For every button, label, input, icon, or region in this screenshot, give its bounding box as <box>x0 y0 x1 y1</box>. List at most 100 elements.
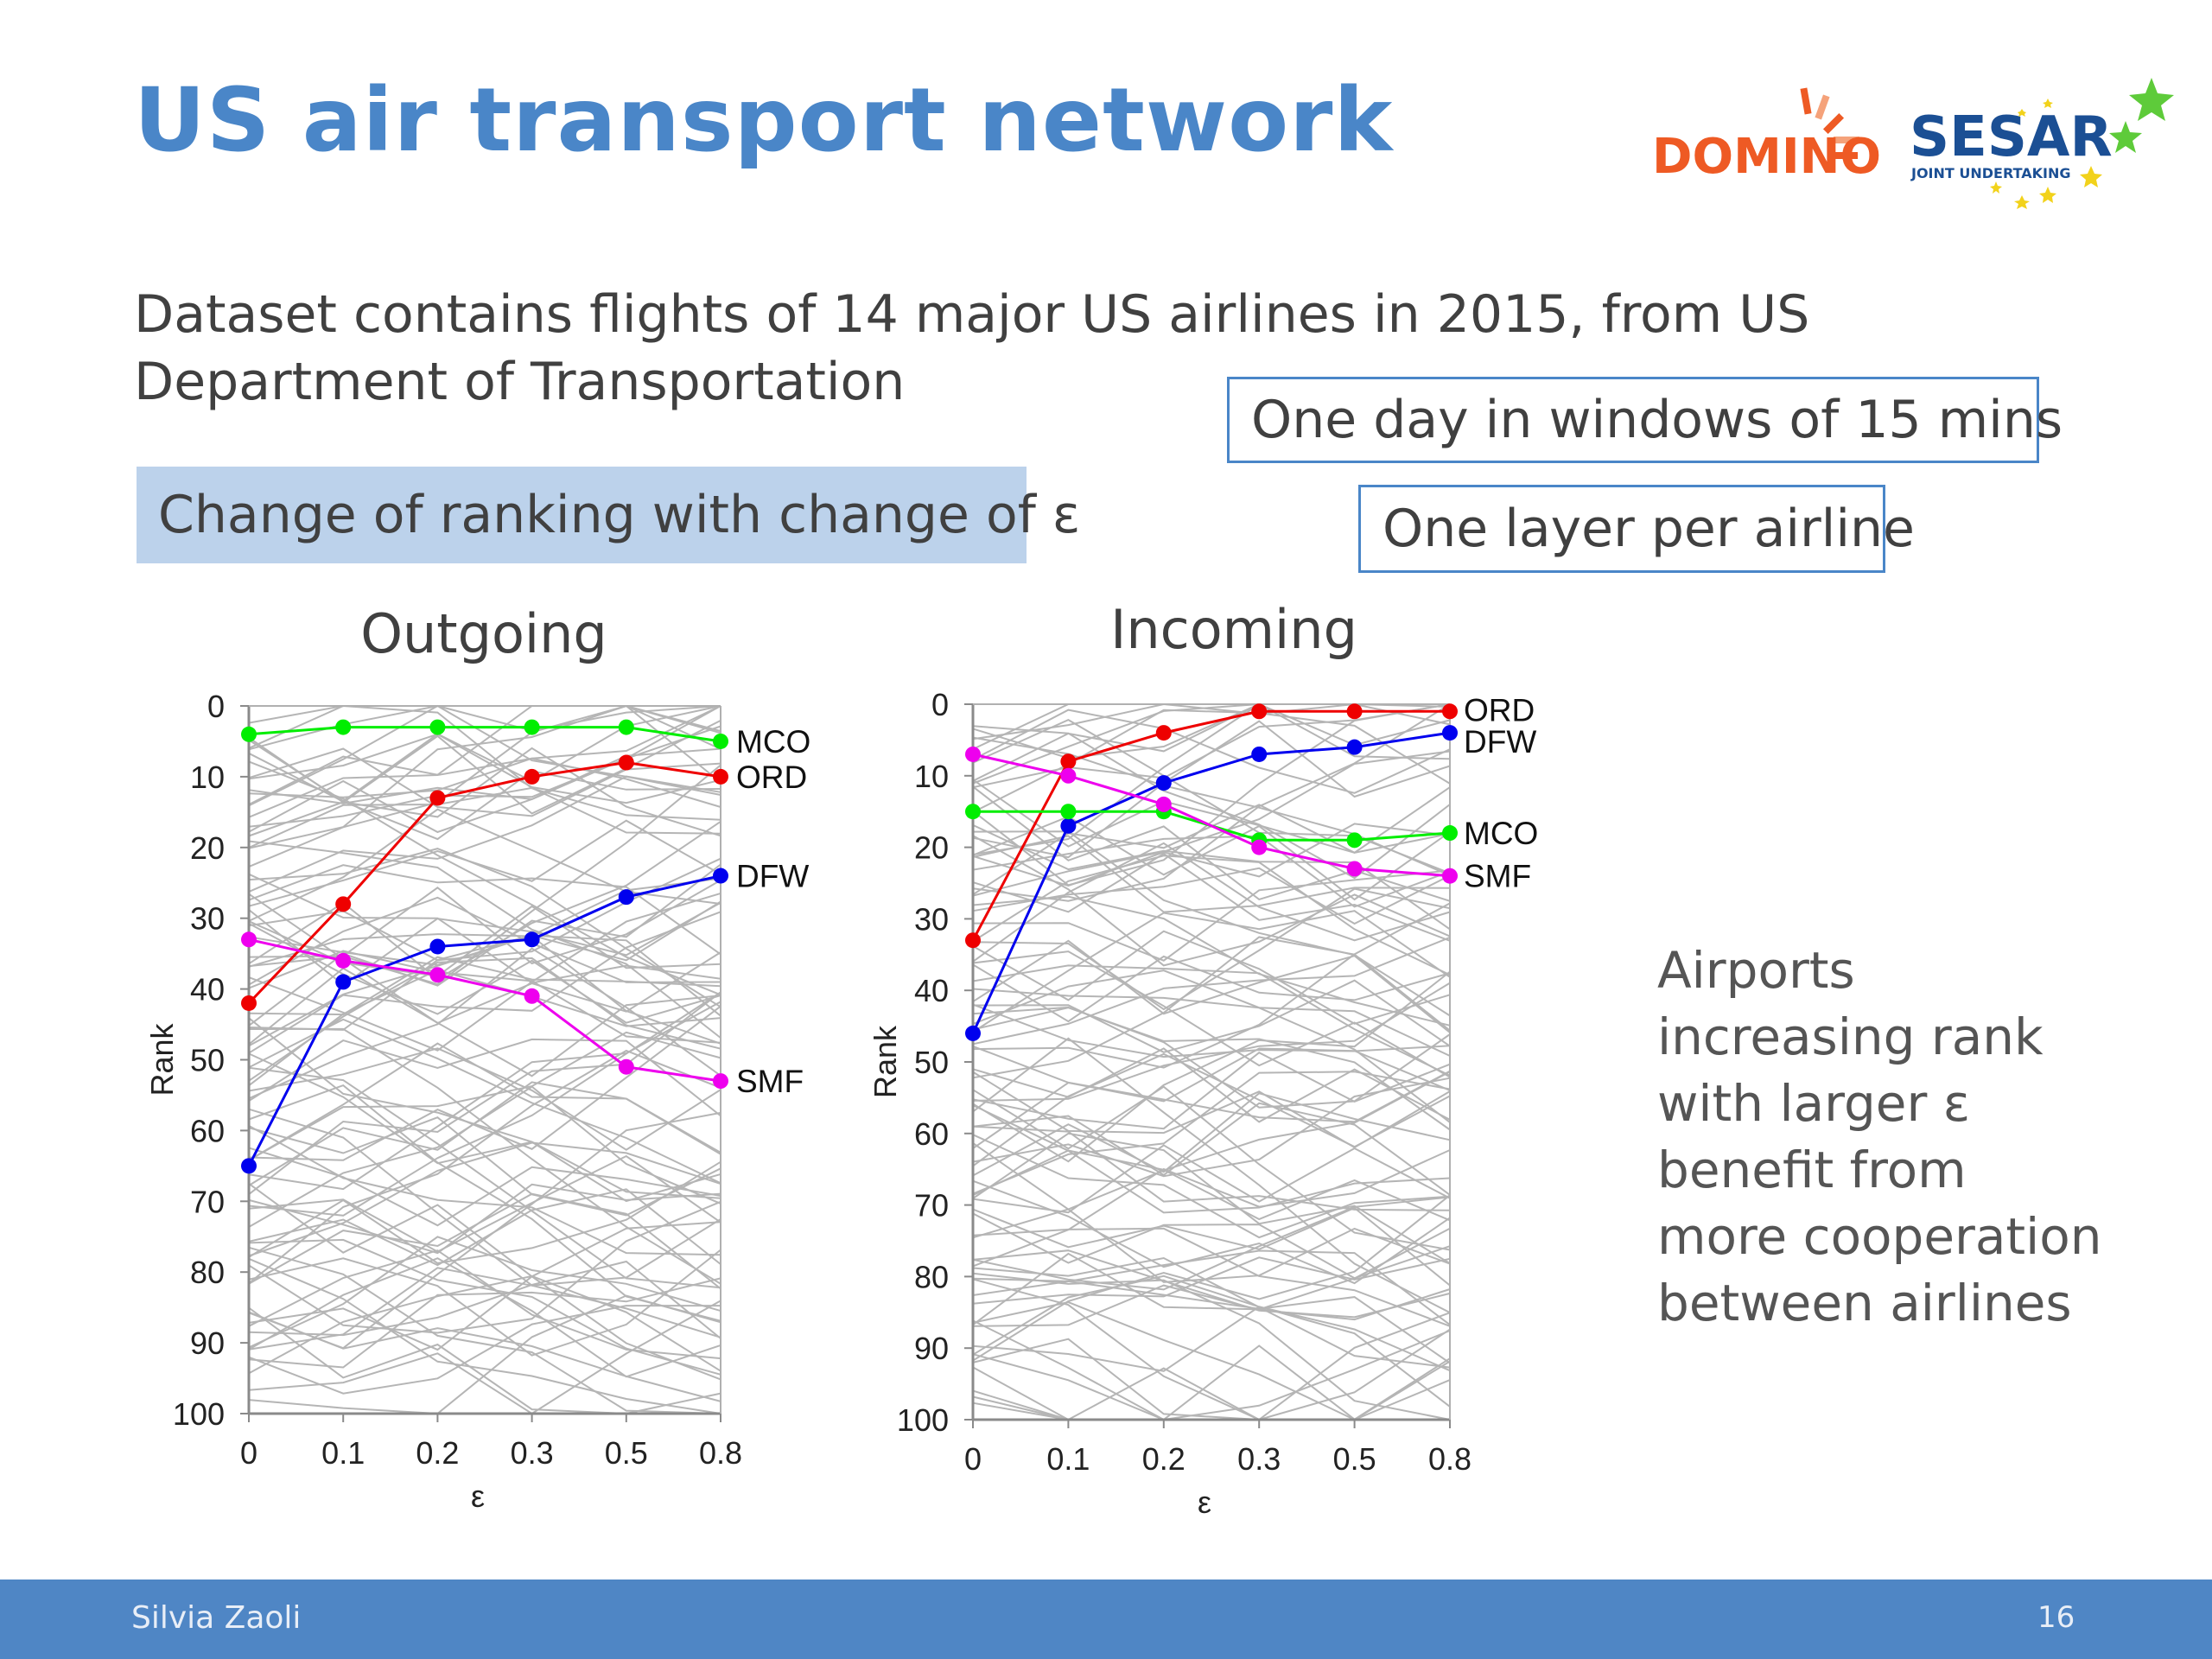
background-rank-line <box>248 705 721 803</box>
series-line <box>971 709 1450 941</box>
sesar-logo: SESAR JOINT UNDERTAKING <box>1910 78 2174 209</box>
y-tick-label: 10 <box>190 760 225 795</box>
data-point <box>524 768 540 785</box>
background-rank-line <box>248 1160 721 1264</box>
background-rank-line <box>972 1104 1451 1214</box>
background-rank-line <box>972 1353 1451 1421</box>
chart-title: Outgoing <box>360 602 607 665</box>
background-rank-line <box>248 1218 721 1351</box>
background-rank-line <box>972 936 1451 1046</box>
background-rank-line <box>248 1306 721 1415</box>
x-tick-label: 0.5 <box>1333 1441 1376 1477</box>
y-tick-label: 80 <box>190 1255 225 1290</box>
series-dfw: DFW <box>965 724 1536 1041</box>
x-tick-label: 0.1 <box>1046 1441 1090 1477</box>
background-rank-line <box>248 1017 721 1203</box>
background-rank-line <box>972 1301 1450 1421</box>
series-label: SMF <box>736 1064 804 1099</box>
background-rank-line <box>972 1227 1451 1326</box>
background-rank-line <box>972 1071 1451 1195</box>
y-tick-label: 50 <box>190 1043 225 1078</box>
background-rank-line <box>972 1125 1451 1211</box>
background-rank-line <box>972 1134 1451 1239</box>
series-ord: ORD <box>965 692 1535 949</box>
background-rank-line <box>248 848 721 1008</box>
background-rank-line <box>972 1144 1451 1214</box>
footer-author: Silvia Zaoli <box>131 1600 302 1636</box>
data-point <box>618 1058 634 1075</box>
x-tick-label: 0 <box>964 1441 982 1477</box>
series-dfw: DFW <box>241 859 809 1174</box>
background-rank-line <box>972 703 1451 902</box>
x-tick-label: 0.1 <box>321 1435 365 1471</box>
series-label: MCO <box>1464 816 1538 851</box>
background-rank-line <box>972 964 1451 1077</box>
data-point <box>618 754 634 771</box>
background-rank-line <box>248 747 721 834</box>
series-line <box>972 753 1451 878</box>
background-rank-line <box>972 785 1451 902</box>
background-rank-line <box>248 704 721 868</box>
background-rank-line <box>248 991 721 1217</box>
background-rank-line <box>248 1141 721 1257</box>
background-rank-line <box>972 702 1451 785</box>
background-rank-line <box>972 930 1451 1025</box>
sesar-subtitle: JOINT UNDERTAKING <box>1910 165 2071 181</box>
data-point <box>524 719 540 735</box>
background-rank-line <box>248 1192 721 1290</box>
background-rank-line <box>972 1256 1451 1369</box>
background-rank-line <box>248 969 721 1087</box>
background-rank-line <box>972 867 1451 925</box>
chart-1: Incoming 0 10 20 30 40 50 60 70 80 90 100 0 0.1 0.2 0.3… <box>868 598 1538 1520</box>
background-rank-line <box>248 819 721 907</box>
data-point <box>1155 796 1172 812</box>
background-rank-line <box>248 864 721 956</box>
x-tick-label: 0.2 <box>416 1435 459 1471</box>
data-point <box>1442 868 1458 884</box>
background-rank-line <box>248 1125 721 1256</box>
background-rank-line <box>248 1111 721 1350</box>
y-tick-label: 40 <box>190 972 225 1007</box>
series-label: SMF <box>1464 859 1531 894</box>
data-point <box>965 1025 981 1041</box>
background-rank-line <box>248 1200 721 1334</box>
data-point <box>965 746 981 762</box>
data-point <box>335 952 352 969</box>
stars-icon <box>1990 78 2174 209</box>
background-rank-line <box>972 709 1451 794</box>
background-rank-line <box>972 703 1451 887</box>
background-rank-line <box>972 1328 1451 1421</box>
y-tick-label: 0 <box>931 687 949 722</box>
background-rank-line <box>248 775 721 893</box>
data-point <box>524 988 540 1004</box>
data-point <box>1155 775 1172 791</box>
series-label: ORD <box>736 760 807 795</box>
background-rank-line <box>248 967 721 1077</box>
background-rank-line <box>248 1300 721 1415</box>
background-rank-line <box>972 1249 1451 1325</box>
data-point <box>241 995 257 1011</box>
background-rank-line <box>248 1260 721 1339</box>
background-rank-line <box>248 863 721 1027</box>
background-rank-line <box>972 1206 1451 1287</box>
background-rank-lines <box>248 704 721 1415</box>
y-tick-label: 100 <box>173 1396 225 1432</box>
series-label: ORD <box>1464 692 1535 728</box>
x-tick-label: 0.3 <box>1237 1441 1281 1477</box>
y-tick-label: 30 <box>914 901 949 937</box>
background-rank-line <box>972 815 1451 901</box>
background-rank-line <box>248 747 721 837</box>
background-rank-line <box>972 1256 1451 1305</box>
series-line <box>248 938 721 1083</box>
background-rank-line <box>972 720 1451 859</box>
background-rank-line <box>972 887 1451 1011</box>
data-point <box>1251 746 1268 762</box>
y-tick-label: 50 <box>914 1045 949 1080</box>
background-rank-line <box>248 877 721 1031</box>
background-rank-line <box>248 1052 721 1199</box>
y-tick-label: 100 <box>897 1402 949 1438</box>
series-line <box>247 760 721 1005</box>
data-point <box>1060 817 1077 834</box>
data-point <box>1155 725 1172 741</box>
